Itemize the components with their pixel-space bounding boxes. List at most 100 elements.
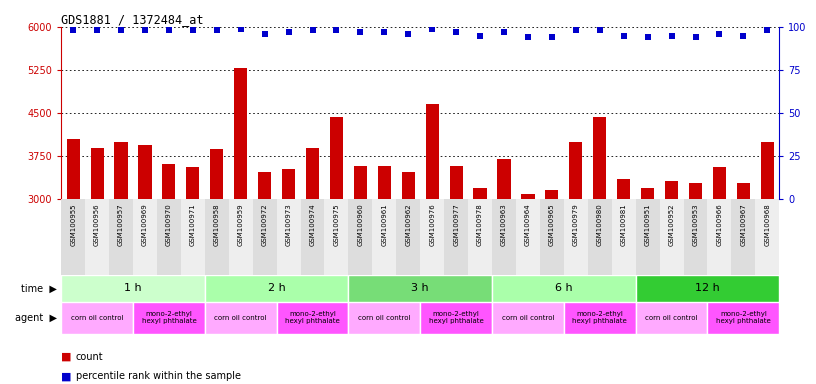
Text: GSM100970: GSM100970: [166, 203, 172, 246]
Bar: [205, 199, 228, 275]
Bar: [348, 302, 420, 334]
Bar: [636, 199, 659, 275]
Bar: [636, 302, 707, 334]
Bar: [162, 164, 175, 199]
Text: GSM100964: GSM100964: [525, 203, 531, 246]
Bar: [588, 199, 612, 275]
Point: [570, 27, 583, 33]
Point: [91, 27, 104, 33]
Text: GSM100968: GSM100968: [765, 203, 770, 246]
Text: GSM100973: GSM100973: [286, 203, 291, 246]
Point: [211, 27, 224, 33]
Text: GSM100981: GSM100981: [621, 203, 627, 246]
Bar: [348, 199, 372, 275]
Bar: [444, 199, 468, 275]
Text: GSM100952: GSM100952: [668, 203, 675, 246]
Bar: [450, 166, 463, 199]
Point: [114, 27, 127, 33]
Bar: [684, 199, 707, 275]
Point: [498, 29, 511, 35]
Point: [162, 27, 175, 33]
Bar: [761, 142, 774, 199]
Text: GSM100958: GSM100958: [214, 203, 220, 246]
Bar: [473, 188, 486, 199]
Text: GSM100966: GSM100966: [716, 203, 722, 246]
Bar: [372, 199, 397, 275]
Bar: [689, 183, 702, 199]
Text: percentile rank within the sample: percentile rank within the sample: [76, 371, 241, 381]
Bar: [300, 199, 325, 275]
Text: GSM100975: GSM100975: [334, 203, 339, 246]
Text: GSM100971: GSM100971: [190, 203, 196, 246]
Text: corn oil control: corn oil control: [71, 315, 123, 321]
Bar: [258, 172, 271, 199]
Bar: [85, 199, 109, 275]
Point: [426, 25, 439, 31]
Bar: [545, 190, 558, 199]
Bar: [420, 302, 492, 334]
Point: [617, 32, 630, 38]
Text: agent  ▶: agent ▶: [16, 313, 57, 323]
Bar: [492, 199, 516, 275]
Text: corn oil control: corn oil control: [358, 315, 410, 321]
Text: GSM100951: GSM100951: [645, 203, 650, 246]
Bar: [737, 183, 750, 199]
Bar: [253, 199, 277, 275]
Point: [186, 27, 199, 33]
Text: 2 h: 2 h: [268, 283, 286, 293]
Point: [450, 29, 463, 35]
Bar: [114, 142, 127, 199]
Bar: [228, 199, 253, 275]
Text: 1 h: 1 h: [124, 283, 142, 293]
Text: mono-2-ethyl
hexyl phthalate: mono-2-ethyl hexyl phthalate: [572, 311, 628, 324]
Bar: [91, 147, 104, 199]
Point: [665, 32, 678, 38]
Bar: [492, 302, 564, 334]
Point: [737, 32, 750, 38]
Point: [67, 27, 80, 33]
Point: [234, 25, 247, 31]
Bar: [282, 169, 295, 199]
Bar: [707, 302, 779, 334]
Bar: [181, 199, 205, 275]
Text: GDS1881 / 1372484_at: GDS1881 / 1372484_at: [61, 13, 204, 26]
Point: [593, 27, 606, 33]
Point: [330, 27, 343, 33]
Point: [306, 27, 319, 33]
Text: corn oil control: corn oil control: [215, 315, 267, 321]
Bar: [593, 117, 606, 199]
Text: 12 h: 12 h: [695, 283, 720, 293]
Text: ■: ■: [61, 352, 75, 362]
Point: [545, 34, 558, 40]
Text: GSM100953: GSM100953: [693, 203, 698, 246]
Text: GSM100959: GSM100959: [237, 203, 244, 246]
Bar: [756, 199, 779, 275]
Bar: [133, 199, 157, 275]
Text: GSM100977: GSM100977: [453, 203, 459, 246]
Text: GSM100979: GSM100979: [573, 203, 579, 246]
Bar: [659, 199, 684, 275]
Bar: [713, 167, 726, 199]
Point: [378, 29, 391, 35]
Point: [282, 29, 295, 35]
Bar: [426, 104, 439, 199]
Bar: [186, 167, 199, 199]
Text: GSM100957: GSM100957: [118, 203, 124, 246]
Text: ■: ■: [61, 371, 75, 381]
Text: count: count: [76, 352, 104, 362]
Bar: [636, 275, 779, 302]
Bar: [492, 275, 636, 302]
Bar: [211, 149, 224, 199]
Bar: [157, 199, 181, 275]
Bar: [570, 142, 583, 199]
Bar: [139, 145, 152, 199]
Bar: [61, 199, 85, 275]
Point: [713, 31, 726, 37]
Bar: [564, 302, 636, 334]
Text: GSM100978: GSM100978: [477, 203, 483, 246]
Text: mono-2-ethyl
hexyl phthalate: mono-2-ethyl hexyl phthalate: [428, 311, 484, 324]
Text: GSM100962: GSM100962: [406, 203, 411, 246]
Bar: [325, 199, 348, 275]
Bar: [564, 199, 588, 275]
Bar: [133, 302, 205, 334]
